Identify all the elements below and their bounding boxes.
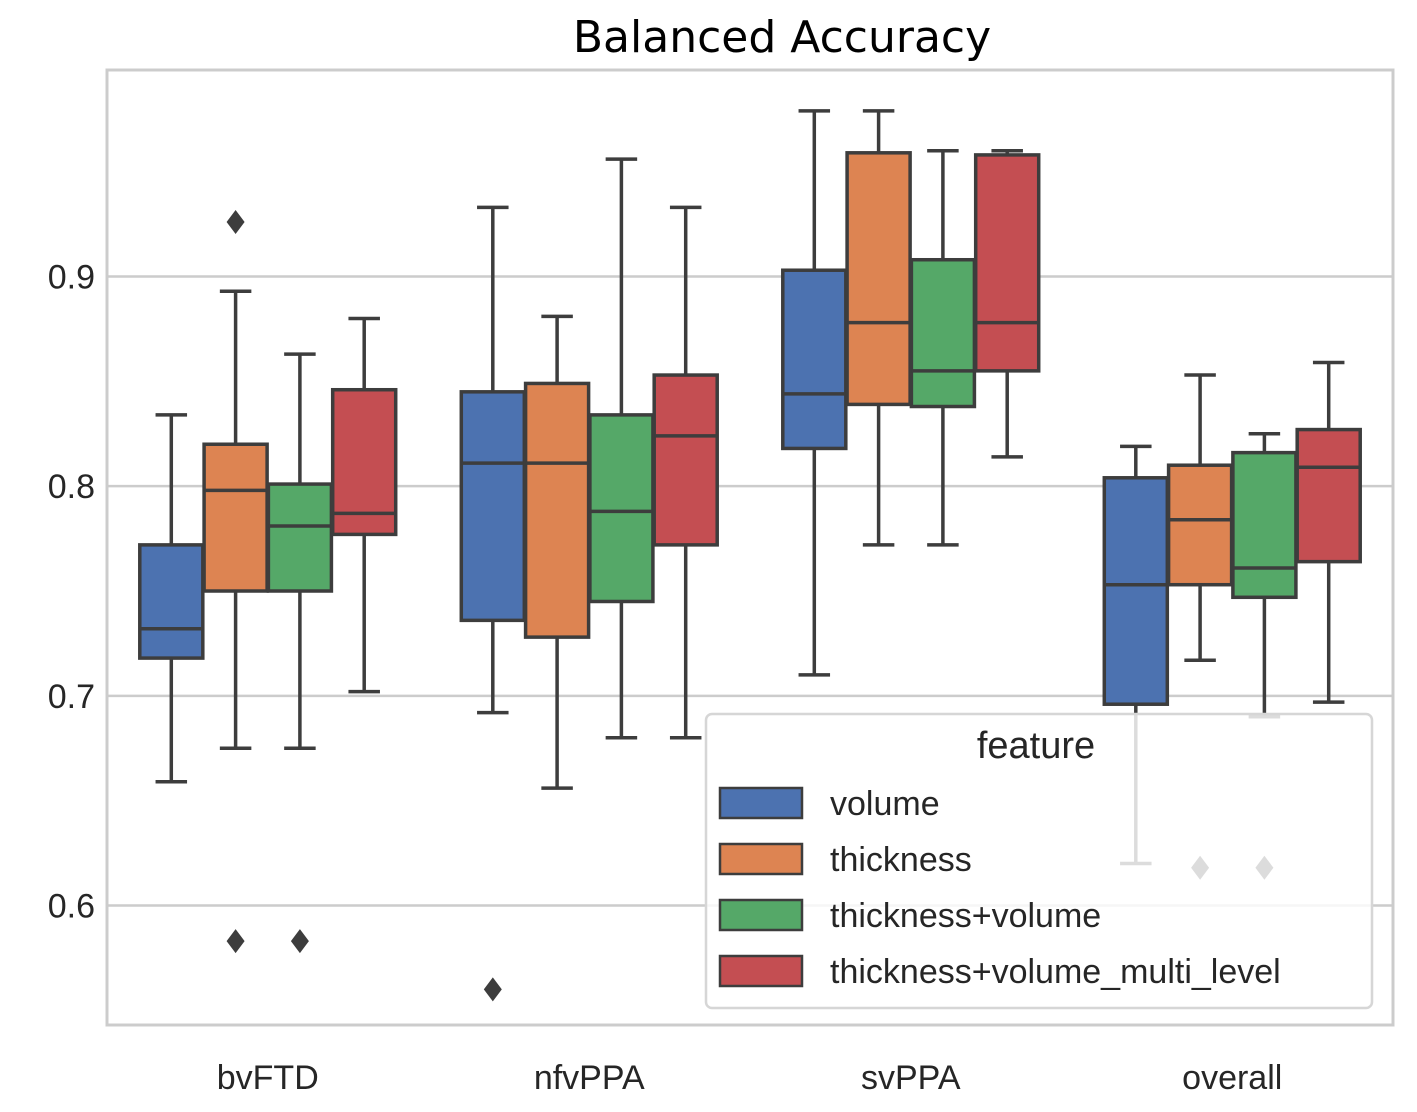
legend-swatch-thickness+volume <box>718 898 804 932</box>
box-body <box>459 390 527 623</box>
box-thickness+volume_multi_level-bvFTD <box>330 316 398 694</box>
x-axis-ticks: bvFTD nfvPPA svPPA overall <box>217 1059 1283 1097</box>
box-body <box>1166 463 1234 587</box>
box-body <box>973 153 1041 373</box>
box-body <box>652 373 719 547</box>
box-thickness-svPPA <box>845 109 912 547</box>
legend: feature volume thickness thickness+volume th… <box>704 712 1374 1010</box>
legend-title: feature <box>977 725 1095 767</box>
legend-label-thickness+volume_multi_level: thickness+volume_multi_level <box>830 953 1281 991</box>
box-body <box>1231 450 1298 600</box>
xtick-label-nfvPPA: nfvPPA <box>534 1059 645 1097</box>
box-body <box>138 543 205 660</box>
box-thickness+volume_multi_level-svPPA <box>973 148 1041 459</box>
flier-point <box>226 929 245 954</box>
ytick-label-0.6: 0.6 <box>48 887 95 925</box>
legend-swatch-thickness+volume_multi_level <box>718 954 804 988</box>
flier-point <box>483 977 502 1002</box>
xtick-label-svPPA: svPPA <box>861 1059 961 1097</box>
ytick-label-0.8: 0.8 <box>48 468 95 506</box>
box-body <box>330 387 398 537</box>
box-body <box>266 482 334 593</box>
box-thickness-bvFTD <box>202 210 269 954</box>
plot-frame <box>105 68 1395 1027</box>
flier-point <box>290 929 309 954</box>
legend-label-thickness: thickness <box>830 841 972 879</box>
box-volume-nfvPPA <box>459 205 527 1002</box>
box-body <box>845 151 912 407</box>
box-thickness+volume_multi_level-overall <box>1295 360 1362 704</box>
legend-box <box>704 712 1374 1010</box>
ytick-label-0.9: 0.9 <box>48 259 95 297</box>
y-axis-ticks: 0.6 0.7 0.8 0.9 <box>48 259 95 926</box>
xtick-label-overall: overall <box>1182 1059 1282 1097</box>
legend-label-thickness+volume: thickness+volume <box>830 897 1101 935</box>
legend-swatch-volume <box>718 786 804 820</box>
box-body <box>202 442 269 593</box>
box-volume-bvFTD <box>138 413 205 784</box>
box-body <box>588 413 655 604</box>
box-volume-svPPA <box>781 109 848 677</box>
box-plots <box>138 109 1362 1002</box>
box-thickness+volume-svPPA <box>909 148 977 547</box>
flier-point <box>226 210 245 235</box>
box-body <box>781 268 848 451</box>
box-thickness+volume-nfvPPA <box>588 157 655 740</box>
box-body <box>909 257 977 409</box>
legend-swatch-thickness <box>718 842 804 876</box>
box-volume-overall <box>1102 444 1170 866</box>
chart-title: Balanced Accuracy <box>573 12 991 63</box>
box-thickness+volume_multi_level-nfvPPA <box>652 205 719 740</box>
box-body <box>1295 427 1362 564</box>
box-thickness-nfvPPA <box>523 314 591 790</box>
ytick-label-0.7: 0.7 <box>48 678 95 716</box>
box-body <box>523 381 591 639</box>
box-body <box>1102 476 1170 706</box>
box-thickness+volume-bvFTD <box>266 352 334 954</box>
legend-label-volume: volume <box>830 785 940 823</box>
xtick-label-bvFTD: bvFTD <box>217 1059 319 1097</box>
